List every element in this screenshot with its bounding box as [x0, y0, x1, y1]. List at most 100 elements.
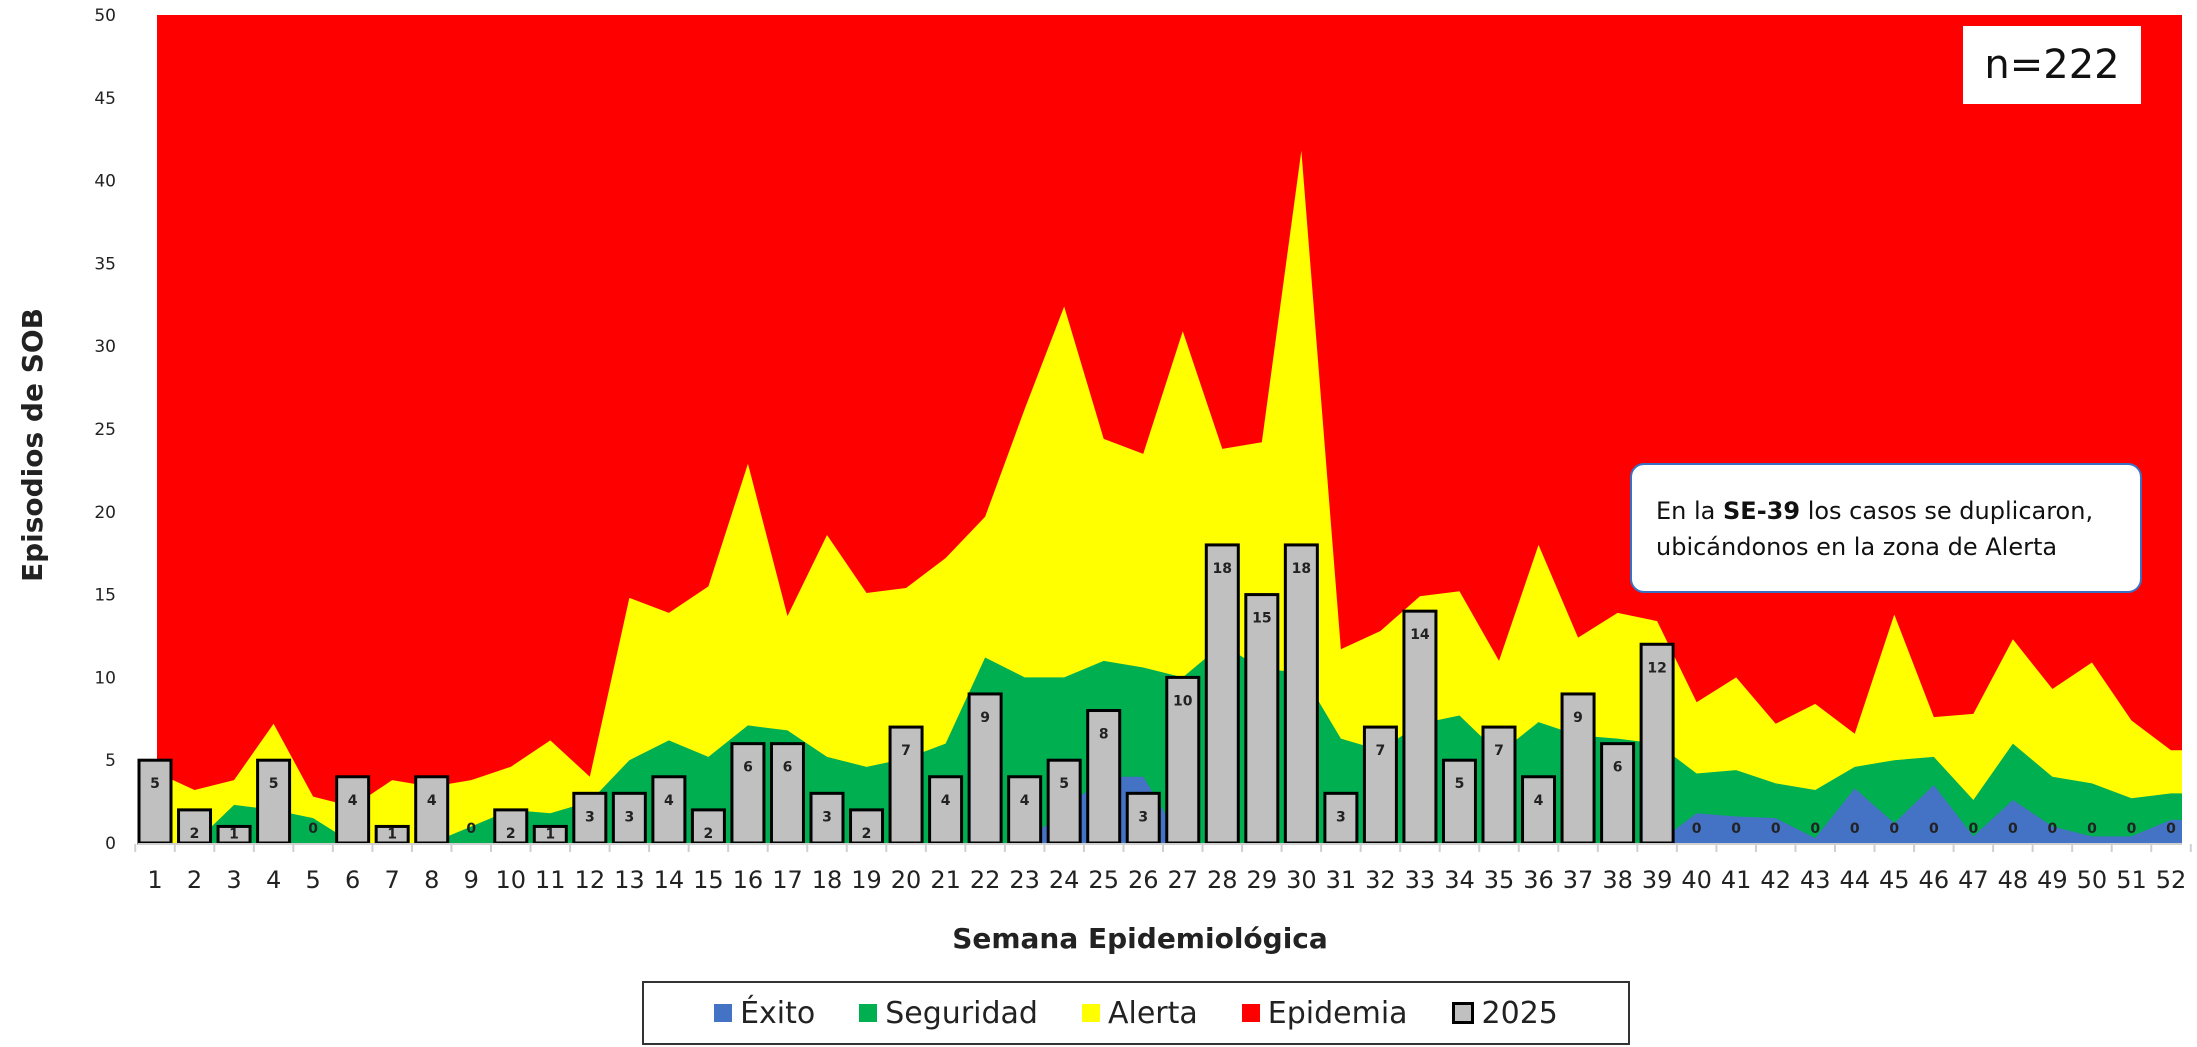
x-tick-39: 39	[1642, 866, 1673, 894]
bar-label-32: 7	[1376, 743, 1386, 759]
bar-35	[1481, 725, 1517, 845]
x-tick-51: 51	[2116, 866, 2147, 894]
bar-label-6: 4	[348, 793, 358, 809]
bar-label-7: 1	[387, 826, 397, 842]
bar-label-28: 18	[1213, 561, 1232, 577]
bar-label-29: 15	[1252, 611, 1271, 627]
bar-label-16: 6	[743, 760, 753, 776]
bar-36	[1521, 775, 1557, 845]
x-tick-5: 5	[305, 866, 320, 894]
x-tick-24: 24	[1049, 866, 1080, 894]
x-tick-47: 47	[1958, 866, 1989, 894]
x-tick-17: 17	[772, 866, 803, 894]
x-tick-50: 50	[2077, 866, 2108, 894]
x-tick-23: 23	[1009, 866, 1040, 894]
legend-label-exito: Éxito	[740, 995, 816, 1031]
bar-label-35: 7	[1494, 743, 1504, 759]
y-tick-45: 45	[94, 89, 116, 109]
bar-label-41: 0	[1731, 821, 1741, 837]
bar-label-20: 7	[901, 743, 911, 759]
x-tick-1: 1	[147, 866, 162, 894]
y-tick-15: 15	[94, 586, 116, 606]
bar-24	[1046, 758, 1082, 845]
bar-label-49: 0	[2048, 821, 2058, 837]
x-tick-46: 46	[1919, 866, 1950, 894]
bar-label-36: 4	[1534, 793, 1544, 809]
bar-label-42: 0	[1771, 821, 1781, 837]
bar-21	[928, 775, 964, 845]
bar-8	[414, 775, 450, 845]
x-tick-28: 28	[1207, 866, 1238, 894]
x-tick-42: 42	[1760, 866, 1791, 894]
bar-label-37: 9	[1573, 710, 1583, 726]
legend-label-2025: 2025	[1481, 995, 1558, 1031]
legend-swatch-exito	[714, 1004, 733, 1022]
legend-item-seguridad: Seguridad	[859, 996, 1038, 1031]
x-tick-20: 20	[891, 866, 922, 894]
bar-34	[1441, 758, 1477, 845]
legend-item-exito: Éxito	[714, 996, 815, 1031]
bar-label-5: 0	[308, 821, 318, 837]
x-tick-15: 15	[693, 866, 724, 894]
bar-label-23: 4	[1020, 793, 1030, 809]
x-tick-27: 27	[1167, 866, 1198, 894]
bar-12	[572, 791, 608, 845]
x-tick-18: 18	[812, 866, 843, 894]
x-tick-33: 33	[1405, 866, 1436, 894]
legend-label-seguridad: Seguridad	[885, 995, 1038, 1031]
bar-label-14: 4	[664, 793, 674, 809]
bar-label-27: 10	[1173, 693, 1193, 709]
x-tick-45: 45	[1879, 866, 1910, 894]
y-tick-50: 50	[94, 6, 116, 26]
bar-label-38: 6	[1613, 760, 1623, 776]
x-tick-35: 35	[1484, 866, 1515, 894]
sample-size-label: n=222	[1984, 42, 2120, 88]
bar-label-40: 0	[1692, 821, 1702, 837]
bar-label-31: 3	[1336, 809, 1346, 825]
x-tick-13: 13	[614, 866, 645, 894]
y-tick-40: 40	[94, 172, 116, 192]
bar-label-34: 5	[1455, 776, 1465, 792]
bar-label-19: 2	[862, 826, 872, 842]
bar-label-4: 5	[269, 776, 279, 792]
y-tick-20: 20	[94, 503, 116, 523]
x-tick-38: 38	[1602, 866, 1633, 894]
x-tick-25: 25	[1088, 866, 1119, 894]
bar-33	[1402, 609, 1438, 845]
sample-size-box: n=222	[1963, 26, 2141, 104]
x-tick-16: 16	[733, 866, 764, 894]
x-tick-22: 22	[970, 866, 1001, 894]
bar-29	[1244, 593, 1280, 845]
y-tick-30: 30	[94, 337, 116, 357]
x-tick-41: 41	[1721, 866, 1752, 894]
y-tick-10: 10	[94, 668, 116, 688]
bar-label-2: 2	[190, 826, 200, 842]
annotation-text-a: En la	[1656, 497, 1724, 525]
x-tick-6: 6	[345, 866, 360, 894]
bar-label-10: 2	[506, 826, 516, 842]
bar-label-33: 14	[1410, 627, 1430, 643]
legend-swatch-alerta	[1081, 1004, 1100, 1022]
x-tick-11: 11	[535, 866, 566, 894]
bar-label-17: 6	[783, 760, 793, 776]
bar-20	[888, 725, 924, 845]
y-tick-5: 5	[105, 751, 116, 771]
x-tick-3: 3	[226, 866, 241, 894]
bar-label-3: 1	[229, 826, 239, 842]
bar-17	[769, 742, 805, 845]
x-tick-49: 49	[2037, 866, 2068, 894]
annotation-highlight: SE-39	[1723, 497, 1801, 525]
bar-label-43: 0	[1810, 821, 1820, 837]
x-tick-29: 29	[1247, 866, 1278, 894]
legend-item-epidemia: Epidemia	[1241, 996, 1408, 1031]
x-tick-26: 26	[1128, 866, 1159, 894]
bar-37	[1560, 692, 1596, 845]
legend-label-alerta: Alerta	[1107, 995, 1198, 1031]
bar-label-44: 0	[1850, 821, 1860, 837]
bar-6	[335, 775, 371, 845]
legend: Éxito Seguridad Alerta Epidemia 2025	[642, 981, 1630, 1045]
x-tick-32: 32	[1365, 866, 1396, 894]
bar-label-1: 5	[150, 776, 160, 792]
x-tick-10: 10	[495, 866, 526, 894]
